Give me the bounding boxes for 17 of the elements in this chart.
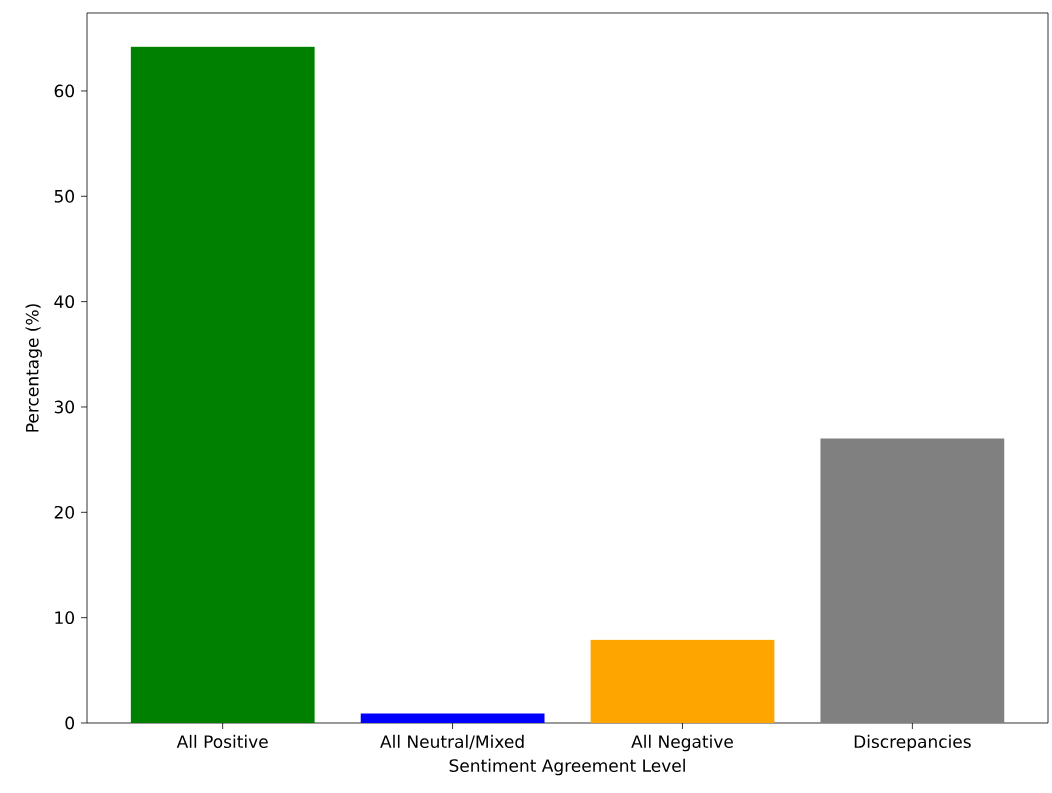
y-tick-label: 30 bbox=[54, 400, 75, 414]
y-tick-label: 50 bbox=[54, 189, 75, 203]
y-tick-label: 40 bbox=[54, 295, 75, 309]
y-tick-label: 0 bbox=[65, 716, 75, 730]
x-tick-label: All Negative bbox=[631, 734, 733, 752]
x-axis-title: Sentiment Agreement Level bbox=[449, 758, 685, 776]
bar bbox=[590, 639, 775, 723]
y-tick-label: 20 bbox=[54, 505, 75, 519]
y-tick-label: 60 bbox=[54, 84, 75, 98]
bar bbox=[130, 46, 315, 723]
x-tick-label: Discrepancies bbox=[854, 734, 971, 752]
bar bbox=[360, 713, 545, 723]
y-tick-label: 10 bbox=[55, 611, 75, 625]
y-axis-title: Percentage (%) bbox=[25, 304, 42, 432]
x-tick-label: All Neutral/Mixed bbox=[380, 734, 524, 750]
bar bbox=[820, 438, 1005, 723]
x-tick-label: All Positive bbox=[176, 734, 268, 749]
